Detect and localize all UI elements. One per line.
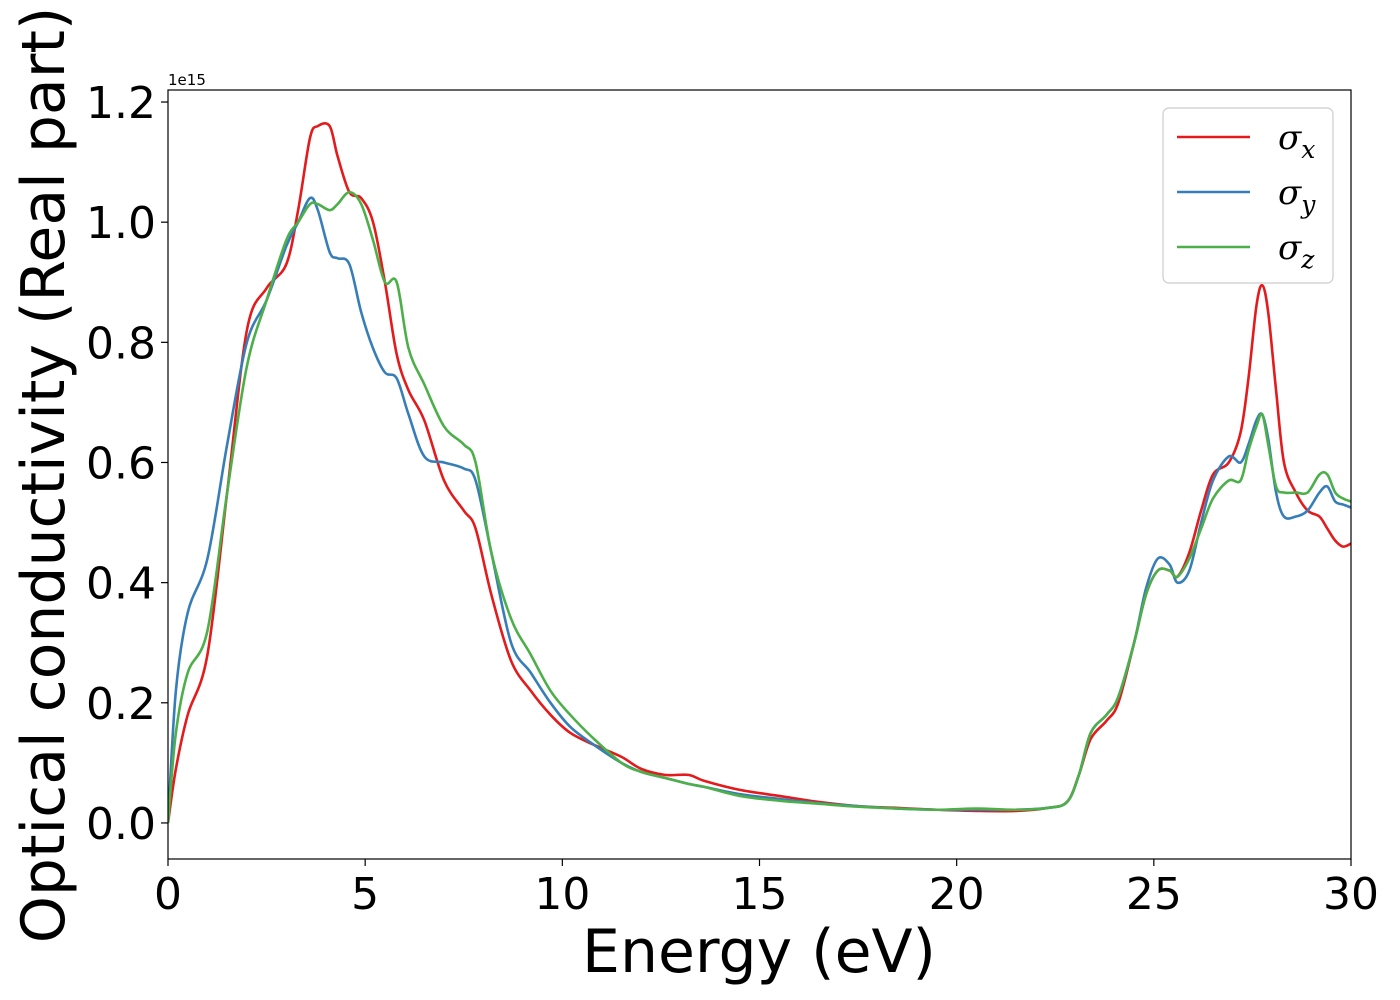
y-axis-title: Optical conductivity (Real part) [9,7,79,944]
x-axis: 0 5 10 15 20 25 30 [154,859,1379,920]
series-layer [168,122,1351,824]
x-tick-label: 20 [929,869,985,920]
y-tick-label: 0.0 [86,799,156,850]
legend-label-y: σy [1278,173,1316,219]
y-offset-text: 1e15 [168,71,206,89]
x-tick-label: 10 [534,869,590,920]
x-axis-title: Energy (eV) [582,917,936,987]
y-tick-label: 1.0 [86,198,156,249]
y-tick-label: 1.2 [86,78,156,129]
y-tick-label: 0.4 [86,559,156,610]
legend-box [1162,107,1334,284]
y-tick-label: 0.8 [86,318,156,369]
series-line-z [168,190,1351,824]
legend: σx σy σz [1162,107,1334,284]
y-tick-label: 0.2 [86,679,156,730]
x-tick-label: 25 [1126,869,1182,920]
x-tick-label: 0 [154,869,182,920]
series-line-x [168,122,1351,824]
legend-label-x: σx [1278,118,1315,164]
x-tick-label: 5 [351,869,379,920]
x-tick-label: 15 [732,869,788,920]
legend-label-z: σz [1278,228,1315,274]
y-axis: 0.0 0.2 0.4 0.6 0.8 1.0 1.2 [86,78,168,850]
y-tick-label: 0.6 [86,438,156,489]
series-line-y [168,196,1351,824]
x-tick-label: 30 [1323,869,1379,920]
